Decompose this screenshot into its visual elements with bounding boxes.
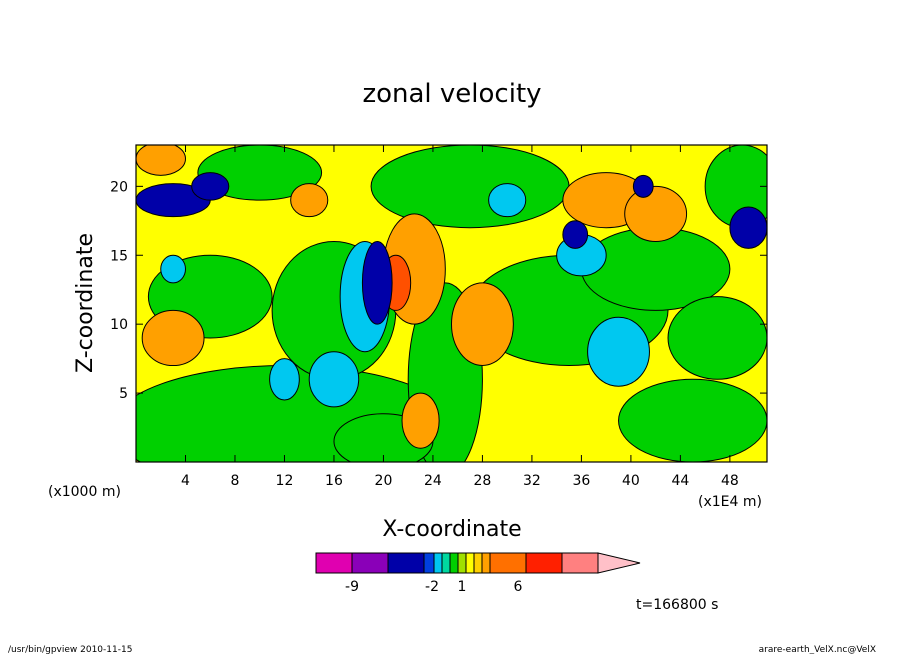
x-tick-label: 24 <box>424 473 442 489</box>
x-tick-label: 28 <box>474 473 492 489</box>
colorbar-cells <box>315 552 641 574</box>
y-tick-label: 20 <box>110 179 128 195</box>
colorbar-cell <box>465 552 475 574</box>
colorbar-cell <box>473 552 483 574</box>
y-axis-label: Z-coordinate <box>73 233 98 373</box>
contour-region <box>632 174 654 198</box>
x-tick-label: 40 <box>622 473 640 489</box>
colorbar-cell <box>423 552 435 574</box>
contour-region <box>667 296 767 380</box>
contour-region <box>451 282 514 367</box>
x-unit-right: (x1E4 m) <box>698 494 762 510</box>
colorbar-label: -2 <box>425 579 439 595</box>
contour-region <box>488 183 527 218</box>
plot-frame <box>135 144 768 463</box>
colorbar-label: -9 <box>345 579 359 595</box>
contour-region <box>729 206 767 249</box>
colorbar-cell <box>433 552 443 574</box>
y-tick-label: 15 <box>110 248 128 264</box>
y-tick-label: 5 <box>119 386 128 402</box>
contour-region <box>290 183 329 218</box>
colorbar-cell <box>351 552 389 574</box>
colorbar-cell <box>481 552 491 574</box>
contour-region <box>370 145 570 229</box>
contour-region <box>624 185 688 242</box>
contour-region <box>191 172 230 201</box>
colorbar-cell <box>441 552 451 574</box>
contour-region <box>136 145 186 176</box>
colorbar-cell <box>387 552 425 574</box>
colorbar-cell <box>457 552 467 574</box>
colorbar-cell <box>489 552 527 574</box>
colorbar-label: 6 <box>514 579 523 595</box>
x-tick-label: 36 <box>572 473 590 489</box>
contour-region <box>141 309 205 367</box>
chart-title: zonal velocity <box>362 79 541 109</box>
contour-region <box>401 392 440 449</box>
contour-region <box>269 358 300 401</box>
x-tick-label: 20 <box>375 473 393 489</box>
x-tick-label: 44 <box>671 473 689 489</box>
x-tick-label: 16 <box>325 473 343 489</box>
colorbar-label: 1 <box>458 579 467 595</box>
time-label: t=166800 s <box>636 597 718 613</box>
colorbar-arrow <box>597 552 641 574</box>
contour-region <box>562 220 589 249</box>
x-tick-label: 32 <box>523 473 541 489</box>
contour-field <box>136 145 767 462</box>
colorbar-cell <box>449 552 459 574</box>
x-tick-label: 12 <box>276 473 294 489</box>
x-tick-label: 4 <box>181 473 190 489</box>
x-axis-label: X-coordinate <box>382 517 521 542</box>
contour-region <box>160 254 186 284</box>
colorbar-cell <box>525 552 563 574</box>
colorbar: -9 -2 1 6 <box>315 552 641 595</box>
contour-region <box>361 240 393 325</box>
footer-right: arare-earth_VelX.nc@VelX <box>759 645 876 654</box>
x-tick-label: 48 <box>721 473 739 489</box>
contour-region <box>587 316 650 387</box>
contour-region <box>618 378 767 462</box>
colorbar-cell <box>561 552 599 574</box>
y-tick-label: 10 <box>110 317 128 333</box>
footer-left: /usr/bin/gpview 2010-11-15 <box>8 645 132 654</box>
contour-region <box>308 351 360 408</box>
colorbar-cell <box>315 552 353 574</box>
x-tick-label: 8 <box>231 473 240 489</box>
x-unit-left: (x1000 m) <box>48 484 121 500</box>
